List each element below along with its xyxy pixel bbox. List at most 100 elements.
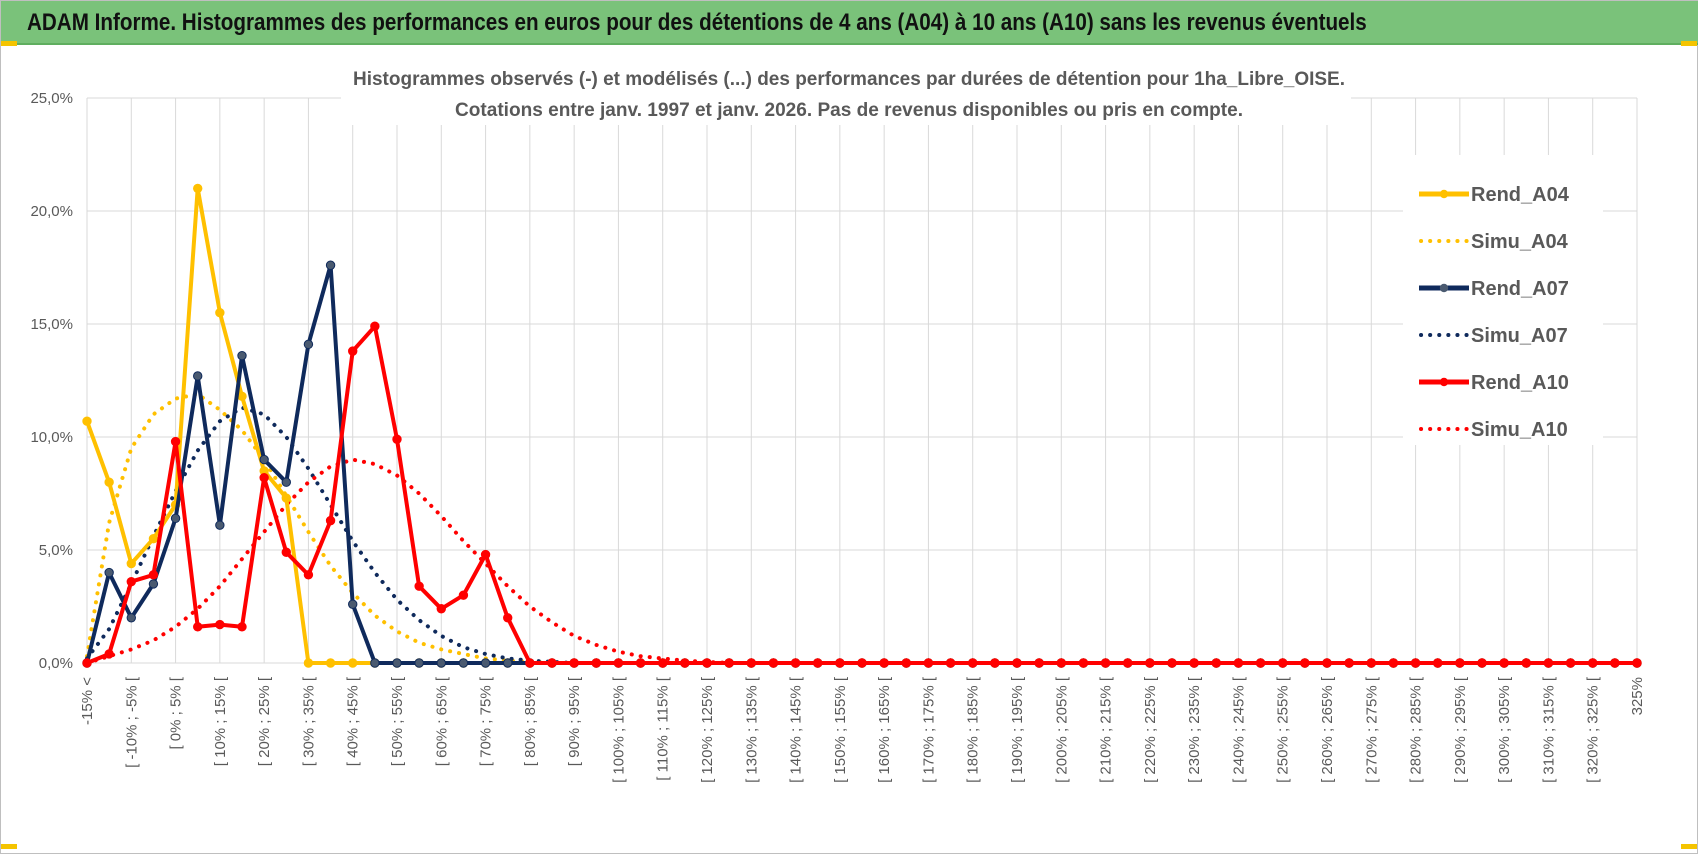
data-point-Rend_A10 <box>746 658 756 668</box>
data-point-Rend_A10 <box>591 658 601 668</box>
data-point-Rend_A10 <box>923 658 934 668</box>
data-point-Rend_A10 <box>1012 658 1022 668</box>
data-point-Rend_A07 <box>503 658 513 668</box>
data-point-Rend_A04 <box>126 558 136 569</box>
data-point-Rend_A10 <box>148 570 159 580</box>
data-point-Rend_A04 <box>215 308 225 318</box>
data-point-Rend_A10 <box>1300 658 1310 668</box>
x-tick-label: [ 140% ; 145% [ <box>788 676 805 783</box>
data-point-Rend_A10 <box>104 649 114 659</box>
y-axis: 0,0% 5,0% 10,0% 15,0% 20,0% 25,0% <box>30 90 73 672</box>
data-point-Rend_A10 <box>702 658 712 668</box>
data-point-Rend_A10 <box>1565 658 1576 668</box>
data-point-Rend_A10 <box>835 658 845 668</box>
data-point-Rend_A07 <box>325 260 336 270</box>
data-point-Rend_A07 <box>480 658 491 668</box>
data-point-Rend_A10 <box>303 570 314 580</box>
data-point-Rend_A10 <box>879 658 889 668</box>
y-tick-label: 0,0% <box>39 655 73 672</box>
data-point-Rend_A10 <box>348 346 358 356</box>
data-point-Rend_A07 <box>348 599 358 609</box>
data-point-Rend_A10 <box>857 658 867 668</box>
data-point-Rend_A10 <box>635 658 646 668</box>
data-point-Rend_A10 <box>237 622 247 632</box>
data-point-Rend_A10 <box>325 515 336 526</box>
legend-item-Simu_A04: Simu_A04 <box>1419 231 1569 253</box>
data-point-Rend_A07 <box>414 658 424 668</box>
x-tick-label: [ 130% ; 135% [ <box>743 676 760 783</box>
data-point-Rend_A10 <box>680 658 690 668</box>
data-point-Rend_A07 <box>370 658 380 668</box>
data-point-Rend_A10 <box>170 436 181 447</box>
data-point-Rend_A04 <box>325 658 336 668</box>
data-point-Rend_A10 <box>525 658 535 668</box>
x-tick-label: [ 0% ; 5% [ <box>168 676 185 749</box>
chart-title-line-2: Cotations entre janv. 1997 et janv. 2026… <box>455 100 1243 121</box>
y-tick-label: 25,0% <box>30 90 73 107</box>
x-tick-label: [ 120% ; 125% [ <box>699 676 716 783</box>
x-tick-label: [ 10% ; 15% [ <box>212 676 229 766</box>
data-point-Rend_A07 <box>104 567 114 578</box>
data-point-Rend_A10 <box>790 658 801 668</box>
data-point-Rend_A07 <box>215 520 225 530</box>
data-point-Rend_A10 <box>1034 658 1044 668</box>
x-tick-label: [ 80% ; 85% [ <box>522 676 539 766</box>
legend-marker <box>1439 189 1449 199</box>
corner-marker-bottom-left <box>1 844 17 849</box>
x-tick-label: [ 230% ; 235% [ <box>1186 676 1203 783</box>
x-axis: -15% < [ -10% ; -5% [[ 0% ; 5% [[ 10% ; 1… <box>79 676 1646 783</box>
x-tick-label: [ 220% ; 225% [ <box>1142 676 1159 783</box>
data-point-Rend_A04 <box>148 534 159 544</box>
data-point-Rend_A10 <box>1167 658 1177 668</box>
data-point-Rend_A10 <box>1477 658 1487 668</box>
legend: Rend_A04 Simu_A04 Rend_A07 Simu_A07 Rend_A10… <box>1403 155 1603 445</box>
data-point-Rend_A10 <box>1433 658 1443 668</box>
data-point-Rend_A10 <box>1410 658 1421 668</box>
x-tick-label: [ 240% ; 245% [ <box>1230 676 1247 783</box>
legend-label: Rend_A04 <box>1471 184 1570 206</box>
x-tick-label: [ 30% ; 35% [ <box>300 676 317 766</box>
y-tick-label: 20,0% <box>30 203 73 220</box>
x-tick-label: [ 20% ; 25% [ <box>256 676 273 766</box>
x-tick-label: 325% <box>1629 677 1646 715</box>
legend-item-Simu_A10: Simu_A10 <box>1419 419 1568 441</box>
x-tick-label: [ 260% ; 265% [ <box>1319 676 1336 783</box>
data-point-Rend_A07 <box>259 454 269 465</box>
data-point-Rend_A10 <box>1189 658 1199 668</box>
legend-marker <box>1439 377 1449 387</box>
data-point-Rend_A10 <box>1366 658 1376 668</box>
report-banner: ADAM Informe. Histogrammes des performan… <box>1 1 1698 45</box>
data-point-Rend_A10 <box>813 658 823 668</box>
x-tick-label: [ 320% ; 325% [ <box>1585 676 1602 783</box>
data-point-Rend_A07 <box>126 613 136 623</box>
data-point-Rend_A10 <box>768 658 779 668</box>
data-point-Rend_A10 <box>1543 658 1554 668</box>
data-point-Rend_A07 <box>436 658 446 668</box>
data-point-Rend_A10 <box>1278 658 1288 668</box>
x-tick-label: [ 150% ; 155% [ <box>832 676 849 783</box>
legend-label: Simu_A10 <box>1471 419 1568 441</box>
data-point-Rend_A07 <box>170 513 181 524</box>
corner-marker-top-left <box>1 41 17 46</box>
data-point-Rend_A07 <box>458 658 469 668</box>
data-point-Rend_A07 <box>281 477 291 487</box>
data-point-Rend_A10 <box>1056 658 1066 668</box>
legend-item-Rend_A04: Rend_A04 <box>1419 184 1570 206</box>
series-Simu_A10 <box>85 457 1639 665</box>
x-tick-label: [ 170% ; 175% [ <box>920 676 937 783</box>
data-point-Rend_A10 <box>968 658 978 668</box>
data-point-Rend_A10 <box>547 658 557 668</box>
x-tick-label: [ 180% ; 185% [ <box>965 676 982 783</box>
data-point-Rend_A10 <box>901 658 911 668</box>
x-tick-label: [ 60% ; 65% [ <box>433 676 450 766</box>
data-point-Rend_A10 <box>613 658 624 668</box>
data-point-Rend_A10 <box>1233 658 1244 668</box>
data-point-Rend_A10 <box>1455 658 1465 668</box>
legend-item-Rend_A07: Rend_A07 <box>1419 278 1569 300</box>
chart-title-line-1: Histogrammes observés (-) et modélisés (… <box>353 69 1345 90</box>
data-point-Rend_A04 <box>104 477 114 487</box>
data-point-Rend_A10 <box>126 576 136 587</box>
data-point-Rend_A10 <box>1100 658 1111 668</box>
legend-background <box>1403 155 1603 445</box>
